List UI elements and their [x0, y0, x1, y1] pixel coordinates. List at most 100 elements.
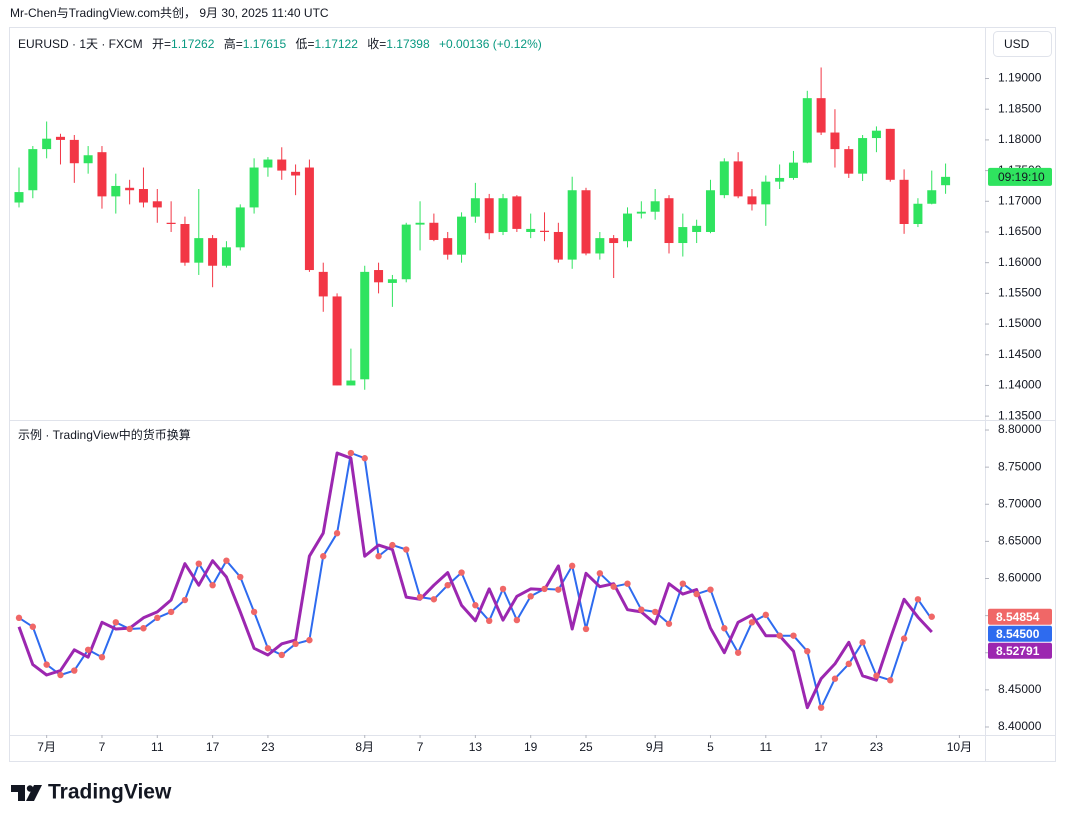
data-dot [181, 596, 189, 604]
y-tick-label: 1.17000 [998, 193, 1042, 207]
open-value: 1.17262 [171, 37, 215, 51]
data-dot [237, 573, 244, 581]
high-label: 高= [223, 37, 243, 51]
x-tick-label: 9月 [646, 740, 665, 754]
candle-body [457, 216, 467, 255]
chart-frame [9, 27, 1056, 762]
y-tick-label: 8.40000 [998, 719, 1042, 733]
data-dot [610, 583, 617, 590]
data-dot [306, 636, 313, 644]
series-line [17, 451, 933, 710]
data-dot [486, 617, 493, 625]
data-dot [472, 602, 479, 609]
candle-body [28, 149, 38, 191]
data-dot [416, 593, 424, 601]
data-dot [112, 619, 119, 626]
currency-button[interactable] [993, 31, 1052, 57]
data-dot [84, 646, 92, 653]
y-tick-label: 1.15500 [998, 286, 1042, 300]
x-tick-label: 17 [206, 740, 220, 754]
data-dot [665, 620, 673, 627]
candle-body [429, 222, 439, 240]
close-value: 1.17398 [386, 37, 430, 51]
candle-body [705, 190, 715, 232]
candle-body [97, 152, 107, 197]
data-dot [250, 608, 258, 616]
data-dot [167, 608, 175, 616]
candle-body [636, 211, 646, 214]
y-tick-label: 1.13500 [998, 408, 1042, 422]
last-value-label: 8.54854 [996, 610, 1040, 624]
currency-button-label[interactable]: USD [1004, 37, 1030, 51]
x-tick-label: 23 [870, 740, 884, 754]
candle-body [83, 155, 93, 164]
data-dot [900, 635, 908, 642]
data-dot [776, 632, 783, 639]
candle-body [291, 171, 301, 176]
candle-body [277, 159, 287, 171]
low-value: 1.17122 [314, 37, 358, 51]
data-dot [320, 553, 327, 560]
candle-body [263, 159, 273, 168]
y-tick-label: 8.65000 [998, 534, 1042, 548]
low-label: 低= [295, 37, 315, 51]
data-dot [430, 596, 438, 603]
candle-body [678, 227, 688, 244]
y-tick-label: 8.70000 [998, 496, 1042, 510]
candle-body [42, 138, 52, 150]
data-dot [444, 581, 451, 589]
data-dot [859, 639, 866, 646]
candle-body [152, 201, 162, 208]
candle-body [692, 225, 702, 232]
x-tick-label: 13 [469, 740, 483, 754]
candle-body [871, 130, 881, 139]
last-value-label: 8.52791 [996, 644, 1040, 658]
candle-body [55, 136, 65, 140]
candle-body [885, 128, 895, 180]
y-tick-label: 8.60000 [998, 571, 1042, 585]
y-tick-label: 1.16500 [998, 224, 1042, 238]
x-tick-label: 5 [707, 740, 714, 754]
candle-body [830, 132, 840, 150]
candle-body [470, 198, 480, 217]
last-value-label: 8.54500 [996, 627, 1040, 641]
data-dot [513, 616, 521, 624]
countdown-text: 09:19:10 [998, 170, 1045, 184]
x-tick-label: 25 [579, 740, 593, 754]
countdown-badge [988, 167, 1052, 186]
candle-body [401, 224, 411, 280]
data-dot [762, 611, 769, 619]
candle-body [553, 231, 563, 260]
last-value-badge [988, 625, 1052, 642]
candle-body [650, 201, 660, 212]
data-dot [389, 541, 396, 549]
candle-body [858, 138, 868, 174]
logo-text: TradingView [48, 781, 172, 804]
candle-body [69, 139, 79, 164]
candle-body [221, 247, 231, 266]
data-dot [845, 660, 852, 668]
data-dot [195, 560, 202, 567]
candle-body [623, 213, 632, 242]
data-dot [596, 570, 604, 577]
y-tick-label: 1.16000 [998, 255, 1042, 269]
candle-body [512, 196, 522, 229]
candle-body [194, 238, 204, 263]
data-dot [887, 677, 894, 684]
data-dot [361, 455, 368, 462]
candle-body [374, 270, 384, 283]
candle-body [927, 190, 937, 204]
data-dot [790, 632, 797, 639]
candle-body [609, 238, 619, 244]
data-dot [624, 580, 631, 587]
y-tick-label: 1.14500 [998, 347, 1042, 361]
data-dot [264, 645, 272, 652]
y-tick-label: 8.75000 [998, 459, 1042, 473]
candle-body [235, 207, 245, 248]
x-tick-label: 7月 [37, 740, 56, 754]
candle-body [318, 271, 328, 297]
y-tick-label: 1.19000 [998, 71, 1042, 85]
data-dot [721, 625, 728, 632]
